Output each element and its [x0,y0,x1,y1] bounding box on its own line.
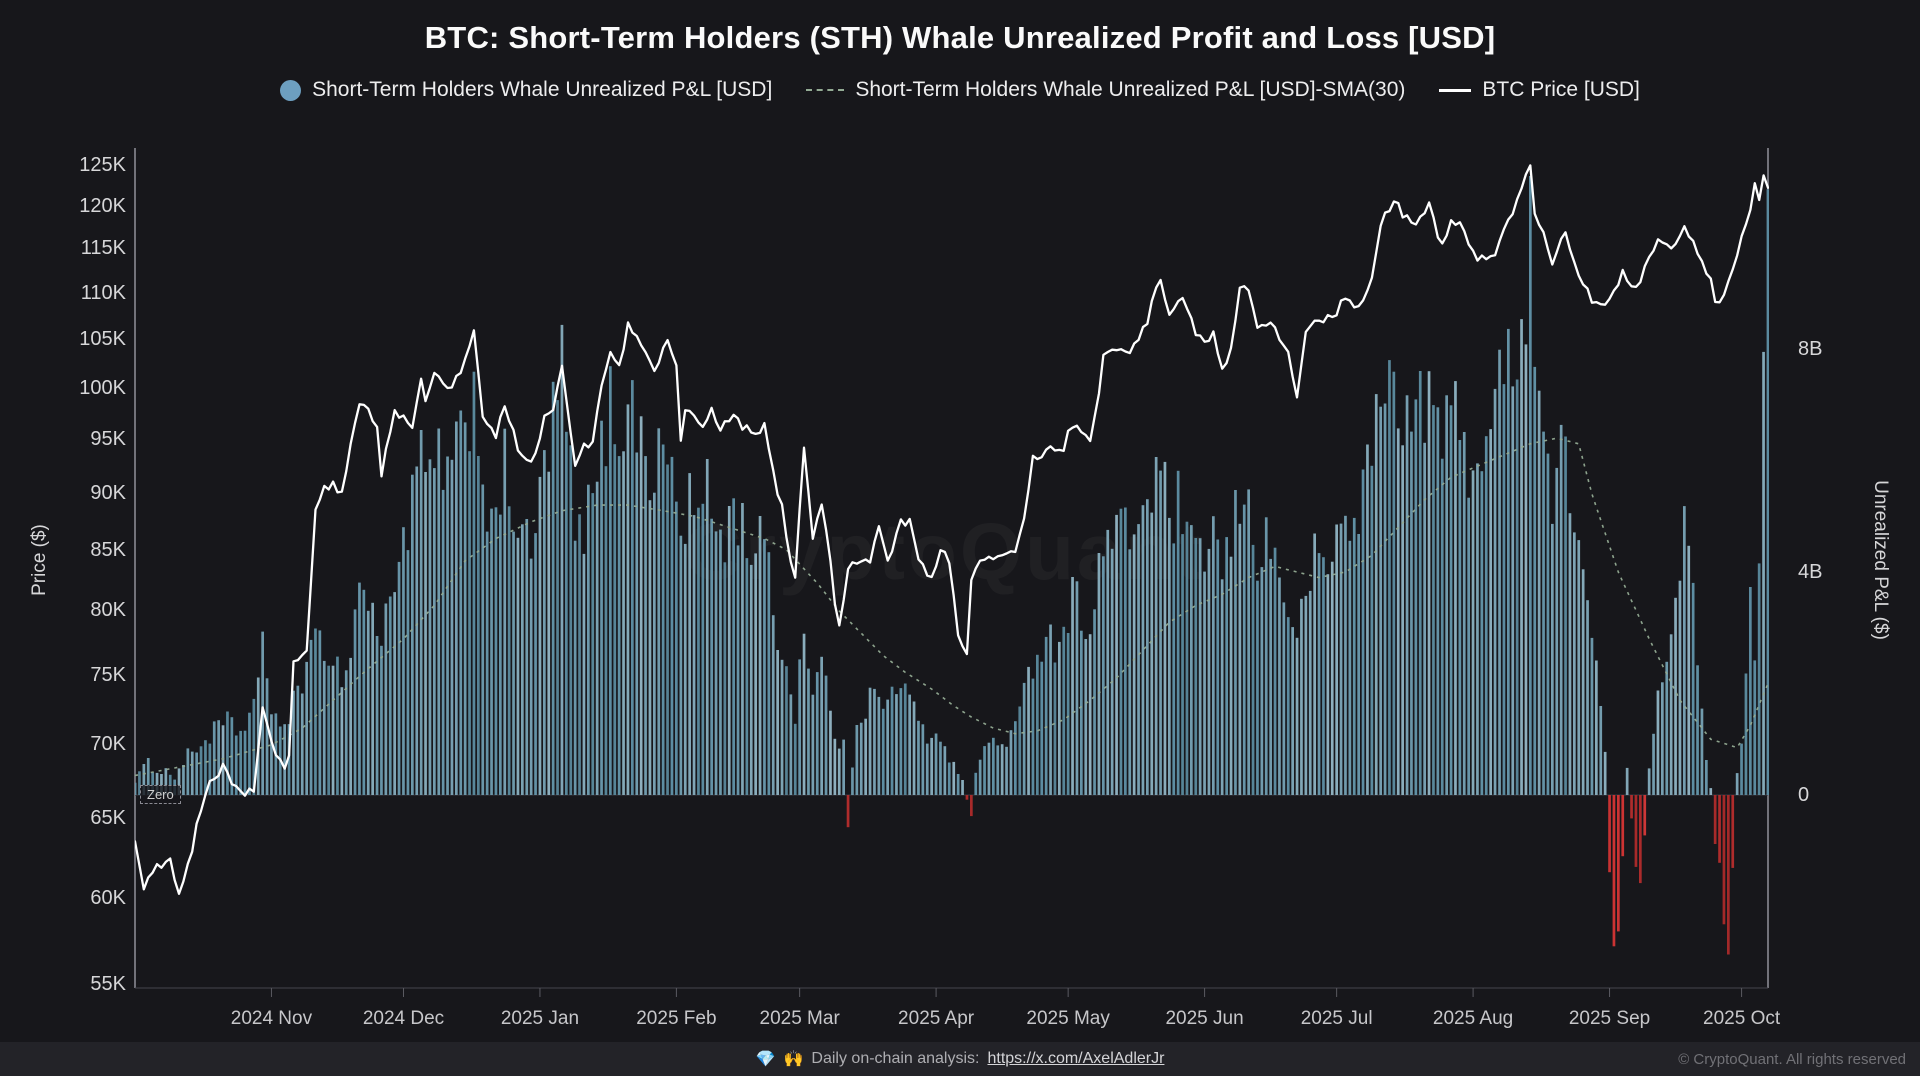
month-label: 2025 Jun [1165,1008,1244,1029]
price-tick-label: 115K [80,237,126,260]
legend-item-unrealized-pnl[interactable]: Short-Term Holders Whale Unrealized P&L … [280,78,772,102]
author-profile-link[interactable]: https://x.com/AxelAdlerJr [987,1050,1165,1067]
price-tick-label: 75K [90,663,126,686]
legend-item-btc-price[interactable]: BTC Price [USD] [1439,78,1640,102]
price-tick-label: 85K [90,538,126,561]
month-label: 2025 Aug [1432,1008,1514,1029]
price-tick-label: 125K [79,154,126,176]
month-label: 2025 Mar [759,1008,840,1029]
price-tick-label: 65K [90,806,126,829]
legend-label: Short-Term Holders Whale Unrealized P&L … [312,78,773,101]
legend-label: Short-Term Holders Whale Unrealized P&L … [855,78,1406,101]
month-label: 2025 Jan [500,1008,580,1029]
month-label: 2025 May [1026,1008,1110,1029]
pnl-tick-label: 0 [1798,784,1810,806]
legend: Short-Term Holders Whale Unrealized P&L … [0,78,1920,102]
price-tick-label: 100K [79,376,126,399]
month-label: 2024 Nov [230,1008,313,1029]
diamond-emoji-icon: 💎 [755,1051,776,1068]
copyright-notice: © CryptoQuant. All rights reserved [1678,1050,1906,1068]
zero-line-badge: Zero [140,785,181,804]
pnl-axis-title: Unrealized P&L ($) [1870,480,1891,640]
pnl-tick-label: 4B [1798,561,1823,583]
price-tick-label: 120K [79,194,126,217]
price-axis-title: Price ($) [29,524,50,596]
legend-dashed-line-icon [806,89,845,91]
month-label: 2025 Oct [1703,1008,1781,1029]
month-label: 2025 Apr [898,1008,975,1029]
pnl-bars-series [135,176,1769,955]
month-label: 2025 Feb [636,1008,717,1029]
price-tick-label: 60K [90,886,126,909]
month-label: 2025 Jul [1300,1008,1373,1029]
pnl-tick-label: 8B [1798,338,1823,360]
btc-price-line [135,164,1769,895]
price-tick-label: 55K [90,973,126,996]
sma-line [135,437,1769,777]
price-tick-label: 110K [80,281,126,304]
price-tick-label: 90K [90,481,126,504]
legend-solid-line-icon [1439,88,1472,92]
price-tick-label: 80K [90,599,126,622]
raised-hands-emoji-icon: 🙌 [783,1051,804,1068]
price-tick-label: 70K [90,732,126,755]
legend-dot-icon [280,79,302,101]
month-label: 2024 Dec [362,1008,445,1029]
footer-bar: 💎 🙌 Daily on-chain analysis: https://x.c… [0,1042,1920,1076]
price-tick-label: 105K [79,328,126,350]
page-title: BTC: Short-Term Holders (STH) Whale Unre… [424,20,1496,55]
footer-text: Daily on-chain analysis: [811,1050,980,1067]
legend-label: BTC Price [USD] [1482,78,1640,101]
month-label: 2025 Sep [1568,1008,1651,1029]
price-tick-label: 95K [90,427,126,450]
legend-item-pnl-sma30[interactable]: Short-Term Holders Whale Unrealized P&L … [806,78,1405,102]
